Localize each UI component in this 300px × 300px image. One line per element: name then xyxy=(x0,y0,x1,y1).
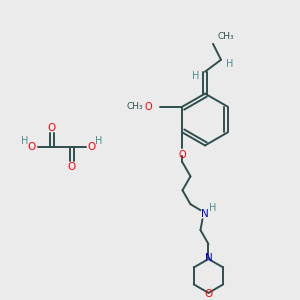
Text: N: N xyxy=(205,253,212,263)
Text: O: O xyxy=(204,289,213,299)
Text: O: O xyxy=(68,162,76,172)
Text: N: N xyxy=(201,209,208,219)
Text: H: H xyxy=(192,71,200,81)
Text: H: H xyxy=(209,203,216,213)
Text: O: O xyxy=(48,122,56,133)
Text: CH₃: CH₃ xyxy=(217,32,234,41)
Text: CH₃: CH₃ xyxy=(126,102,143,111)
Text: O: O xyxy=(179,150,186,161)
Text: O: O xyxy=(28,142,36,152)
Text: H: H xyxy=(226,59,234,69)
Text: H: H xyxy=(95,136,103,146)
Text: H: H xyxy=(21,136,29,146)
Text: O: O xyxy=(145,102,152,112)
Text: O: O xyxy=(88,142,96,152)
